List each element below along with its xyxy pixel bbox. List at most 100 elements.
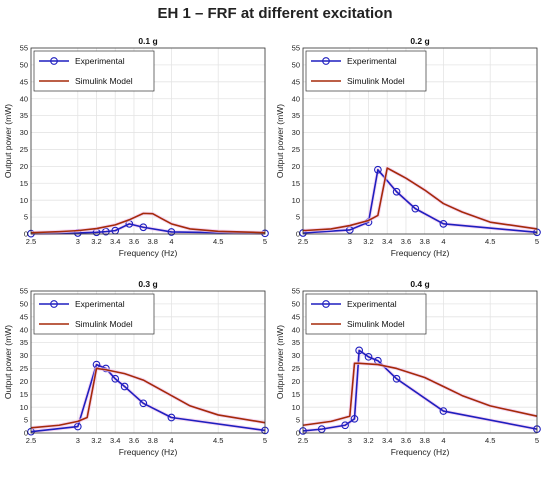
legend-marker	[50, 57, 58, 65]
y-tick-label: 10	[20, 196, 28, 205]
y-tick-label: 55	[20, 287, 28, 296]
series-line-experimental	[30, 223, 266, 235]
y-tick-label: 35	[292, 338, 300, 347]
legend-marker	[50, 300, 58, 308]
x-tick-label: 2.5	[298, 237, 308, 246]
legend-label: Experimental	[347, 56, 397, 66]
y-tick-label: 40	[20, 94, 28, 103]
data-point	[350, 414, 359, 423]
y-tick-label: 30	[20, 351, 28, 360]
x-tick-label: 3.8	[419, 237, 429, 246]
x-tick-label: 3.6	[401, 436, 411, 445]
x-tick-label: 4	[169, 237, 173, 246]
x-tick-label: 3.4	[110, 436, 120, 445]
x-tick-label: 2.5	[26, 436, 36, 445]
x-tick-label: 3	[348, 436, 352, 445]
x-tick-label: 3.8	[147, 237, 157, 246]
x-tick-label: 4.5	[485, 237, 495, 246]
y-tick-label: 55	[292, 44, 300, 53]
y-tick-label: 45	[292, 77, 300, 86]
legend-label: Experimental	[75, 56, 125, 66]
legend-marker	[322, 300, 330, 308]
y-tick-label: 25	[292, 364, 300, 373]
y-tick-label: 50	[292, 300, 300, 309]
data-point	[355, 346, 364, 355]
data-point	[111, 374, 120, 383]
y-tick-label: 30	[20, 128, 28, 137]
panel-title: 0.2 g	[410, 36, 429, 46]
data-point	[73, 422, 82, 431]
series-line-simulink	[302, 362, 538, 427]
x-tick-label: 3	[76, 436, 80, 445]
y-tick-label: 20	[292, 377, 300, 386]
x-axis-label: Frequency (Hz)	[391, 447, 450, 457]
y-tick-label: 45	[20, 312, 28, 321]
x-tick-label: 3.4	[382, 237, 392, 246]
series-line-simulink	[30, 367, 266, 429]
y-tick-label: 25	[20, 364, 28, 373]
x-tick-label: 4.5	[485, 436, 495, 445]
y-tick-label: 50	[20, 61, 28, 70]
y-tick-label: 50	[292, 61, 300, 70]
y-axis-label: Output power (mW)	[3, 104, 13, 178]
data-point	[439, 407, 448, 415]
data-point	[392, 374, 401, 383]
y-tick-label: 25	[292, 145, 300, 154]
y-tick-label: 20	[292, 162, 300, 171]
y-tick-label: 15	[20, 390, 28, 399]
x-tick-label: 2.5	[26, 237, 36, 246]
series-line-experimental	[302, 349, 538, 432]
legend-label: Experimental	[347, 299, 397, 309]
y-tick-label: 0	[296, 230, 300, 239]
y-tick-label: 15	[292, 390, 300, 399]
y-tick-label: 10	[292, 403, 300, 412]
panel-3: 2.5 3 3.2 3.4 3.6 3.8 4 4.5 50510152025303540455…	[275, 279, 541, 457]
data-point	[411, 204, 420, 213]
y-tick-label: 30	[292, 351, 300, 360]
y-tick-label: 0	[24, 230, 28, 239]
series-line-simulink	[30, 212, 266, 234]
x-tick-label: 2.5	[298, 436, 308, 445]
panel-0: 2.5 3 3.2 3.4 3.6 3.8 4 4.5 50510152025303540455…	[3, 36, 269, 258]
data-point	[392, 187, 401, 196]
x-tick-label: 4	[441, 237, 445, 246]
y-tick-label: 40	[292, 94, 300, 103]
y-tick-label: 20	[20, 162, 28, 171]
y-tick-label: 45	[20, 77, 28, 86]
data-point	[341, 421, 349, 430]
y-tick-label: 40	[20, 325, 28, 334]
panel-title: 0.3 g	[138, 279, 157, 289]
figure-title: EH 1 – FRF at different excitation	[157, 5, 393, 22]
axes-frame	[30, 47, 266, 235]
y-tick-label: 25	[20, 145, 28, 154]
x-tick-label: 3.6	[129, 436, 139, 445]
y-tick-label: 10	[20, 403, 28, 412]
y-tick-label: 20	[20, 377, 28, 386]
panel-title: 0.1 g	[138, 36, 157, 46]
data-point	[120, 382, 129, 391]
panel-1: 2.5 3 3.2 3.4 3.6 3.8 4 4.5 50510152025303540455…	[275, 36, 541, 258]
series-line-experimental	[30, 363, 266, 433]
x-tick-label: 3	[348, 237, 352, 246]
x-tick-label: 4.5	[213, 237, 223, 246]
y-tick-label: 15	[20, 179, 28, 188]
legend-label: Experimental	[75, 299, 125, 309]
x-tick-label: 3.2	[91, 237, 101, 246]
data-point	[139, 399, 148, 408]
x-tick-label: 3.4	[382, 436, 392, 445]
data-point	[167, 228, 176, 236]
x-tick-label: 5	[535, 237, 539, 246]
y-tick-label: 30	[292, 128, 300, 137]
x-tick-label: 5	[263, 237, 267, 246]
data-point	[374, 165, 382, 174]
y-tick-label: 5	[296, 213, 300, 222]
x-tick-label: 5	[263, 436, 267, 445]
data-point	[364, 352, 373, 361]
x-tick-label: 3.2	[363, 237, 373, 246]
x-tick-label: 3.4	[110, 237, 120, 246]
data-point	[167, 413, 176, 422]
x-axis-label: Frequency (Hz)	[391, 248, 450, 258]
data-point	[139, 223, 148, 232]
x-tick-label: 3.2	[91, 436, 101, 445]
